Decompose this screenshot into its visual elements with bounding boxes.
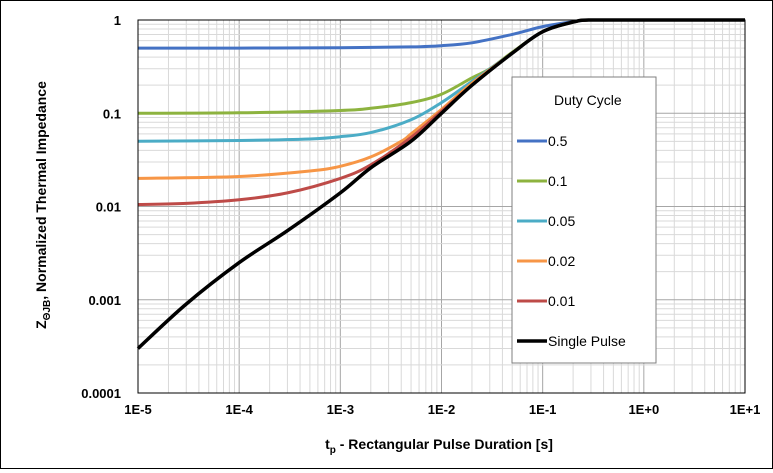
legend-entry-label: 0.5 xyxy=(548,133,568,149)
x-tick-label: 1E-1 xyxy=(529,402,556,417)
y-tick-label: 1 xyxy=(114,13,121,28)
x-tick-label: 1E-4 xyxy=(225,402,253,417)
x-tick-label: 1E+1 xyxy=(730,402,761,417)
legend-entry-label: 0.05 xyxy=(548,213,575,229)
legend-title: Duty Cycle xyxy=(554,92,622,108)
x-axis-title: tp - Rectangular Pulse Duration [s] xyxy=(325,436,553,456)
y-tick-label: 0.001 xyxy=(88,293,121,308)
y-tick-label: 0.1 xyxy=(103,106,121,121)
y-tick-label: 0.01 xyxy=(96,200,121,215)
legend-entries: 0.5 0.1 0.05 0.02 0.01 Single Pulse xyxy=(517,133,626,349)
x-tick-label: 1E-2 xyxy=(428,402,455,417)
tick-labels: 1E-5 1E-4 1E-3 1E-2 1E-1 1E+0 1E+1 1 0.1 0.01 0.00… xyxy=(81,13,760,417)
y-axis-title: ZΘJB, Normalized Thermal Impedance xyxy=(33,81,53,329)
x-tick-label: 1E-5 xyxy=(124,402,151,417)
legend-entry-label: 0.01 xyxy=(548,293,575,309)
y-tick-label: 0.0001 xyxy=(81,386,121,401)
legend-entry-label: Single Pulse xyxy=(548,333,626,349)
legend-entry-label: 0.02 xyxy=(548,253,575,269)
x-tick-label: 1E+0 xyxy=(628,402,659,417)
legend: Duty Cycle 0.5 0.1 0.05 0.02 0.01 Single Puls… xyxy=(511,76,657,364)
plot-border xyxy=(137,19,746,394)
x-tick-label: 1E-3 xyxy=(327,402,354,417)
legend-entry-label: 0.1 xyxy=(548,173,568,189)
